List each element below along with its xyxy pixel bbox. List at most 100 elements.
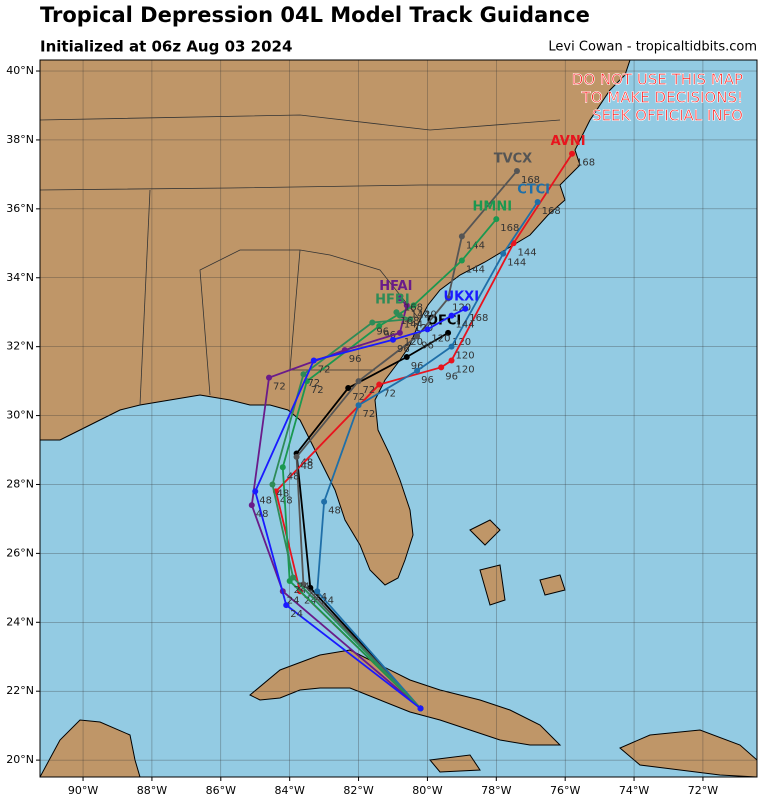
track-point bbox=[393, 309, 400, 316]
y-tick-label: 40°N bbox=[6, 64, 34, 77]
hour-label: 144 bbox=[404, 320, 423, 331]
y-tick-label: 20°N bbox=[6, 753, 34, 766]
hour-label: 144 bbox=[466, 240, 485, 251]
track-line bbox=[274, 153, 573, 710]
x-tick-label: 78°W bbox=[481, 784, 511, 797]
track-point bbox=[300, 371, 307, 378]
track-point bbox=[376, 381, 383, 388]
y-tick-label: 30°N bbox=[6, 409, 34, 422]
track-point bbox=[376, 322, 383, 329]
hour-label: 96 bbox=[421, 375, 434, 386]
track-point bbox=[389, 336, 396, 343]
track-point bbox=[438, 364, 445, 371]
track-point bbox=[445, 295, 452, 302]
hour-label: 24 bbox=[287, 595, 300, 606]
hour-label: 24 bbox=[314, 592, 327, 603]
subtitle: Initialized at 06z Aug 03 2024 bbox=[40, 38, 292, 56]
hour-label: 120 bbox=[456, 364, 475, 375]
map: 24487296120OFCI24487296120144168AVNI2448… bbox=[40, 60, 757, 777]
y-tick-label: 34°N bbox=[6, 271, 34, 284]
hour-label: 168 bbox=[542, 206, 561, 217]
hour-label: 96 bbox=[397, 344, 410, 355]
model-label: CTCI bbox=[517, 182, 550, 197]
credit: Levi Cowan - tropicaltidbits.com bbox=[548, 40, 757, 55]
hour-label: 24 bbox=[297, 582, 310, 593]
hour-label: 120 bbox=[456, 351, 475, 362]
track-point bbox=[410, 302, 417, 309]
track-point bbox=[403, 353, 410, 360]
track-point bbox=[500, 250, 507, 257]
hour-label: 168 bbox=[400, 316, 419, 327]
track-point bbox=[403, 302, 410, 309]
x-tick-label: 74°W bbox=[619, 784, 649, 797]
hour-label: 48 bbox=[287, 471, 300, 482]
track-point bbox=[458, 257, 465, 264]
state-border bbox=[139, 189, 151, 406]
hour-label: 120 bbox=[414, 323, 433, 334]
bahamas bbox=[479, 564, 506, 606]
hour-label: 144 bbox=[411, 309, 430, 320]
track-point bbox=[293, 453, 300, 460]
hour-label: 48 bbox=[301, 457, 314, 468]
hour-label: 168 bbox=[404, 302, 423, 313]
hour-label: 96 bbox=[411, 361, 424, 372]
model-label: AVNI bbox=[551, 134, 586, 149]
hour-label: 48 bbox=[328, 506, 341, 517]
hour-label: 72 bbox=[363, 409, 376, 420]
track-point bbox=[445, 329, 452, 336]
track-point bbox=[396, 329, 403, 336]
track-point bbox=[417, 705, 424, 712]
hour-label: 120 bbox=[404, 337, 423, 348]
hour-label: 48 bbox=[259, 495, 272, 506]
hour-label: 96 bbox=[376, 327, 389, 338]
hour-label: 48 bbox=[280, 495, 293, 506]
track-point bbox=[283, 602, 290, 609]
track-point bbox=[424, 326, 431, 333]
x-tick-label: 86°W bbox=[206, 784, 236, 797]
y-tick-label: 26°N bbox=[6, 546, 34, 559]
track-point bbox=[314, 588, 321, 595]
hour-label: 72 bbox=[352, 392, 365, 403]
track-point bbox=[448, 357, 455, 364]
model-label: TVCX bbox=[494, 151, 533, 166]
track-point bbox=[448, 343, 455, 350]
y-tick-label: 28°N bbox=[6, 477, 34, 490]
x-tick-label: 90°W bbox=[68, 784, 98, 797]
track-point bbox=[266, 374, 273, 381]
hour-label: 72 bbox=[307, 378, 320, 389]
yucatan bbox=[40, 719, 141, 777]
warning-line: DO NOT USE THIS MAP bbox=[572, 71, 743, 89]
state-border bbox=[40, 114, 561, 131]
hour-label: 96 bbox=[445, 371, 458, 382]
hour-label: 48 bbox=[276, 488, 289, 499]
track-point bbox=[345, 385, 352, 392]
x-tick-label: 76°W bbox=[550, 784, 580, 797]
hour-label: 168 bbox=[576, 158, 595, 169]
track-point bbox=[407, 316, 414, 323]
hour-label: 120 bbox=[418, 309, 437, 320]
hour-label: 72 bbox=[311, 385, 324, 396]
hour-label: 72 bbox=[318, 364, 331, 375]
hour-label: 24 bbox=[294, 585, 307, 596]
track-point bbox=[448, 312, 455, 319]
bahamas bbox=[469, 519, 501, 546]
track-line bbox=[254, 307, 466, 710]
hour-label: 24 bbox=[290, 609, 303, 620]
x-tick-label: 80°W bbox=[412, 784, 442, 797]
hour-label: 168 bbox=[469, 313, 488, 324]
model-label: HFAI bbox=[379, 279, 412, 294]
hispaniola bbox=[619, 729, 757, 777]
track-point bbox=[321, 498, 328, 505]
hour-label: 96 bbox=[421, 340, 434, 351]
y-tick-label: 32°N bbox=[6, 340, 34, 353]
track-point bbox=[248, 502, 255, 509]
track-line bbox=[295, 170, 518, 710]
hour-label: 144 bbox=[507, 258, 526, 269]
track-line bbox=[250, 297, 422, 710]
track-point bbox=[369, 319, 376, 326]
track-point bbox=[310, 357, 317, 364]
track-point bbox=[269, 481, 276, 488]
x-tick-label: 72°W bbox=[688, 784, 718, 797]
track-point bbox=[279, 464, 286, 471]
